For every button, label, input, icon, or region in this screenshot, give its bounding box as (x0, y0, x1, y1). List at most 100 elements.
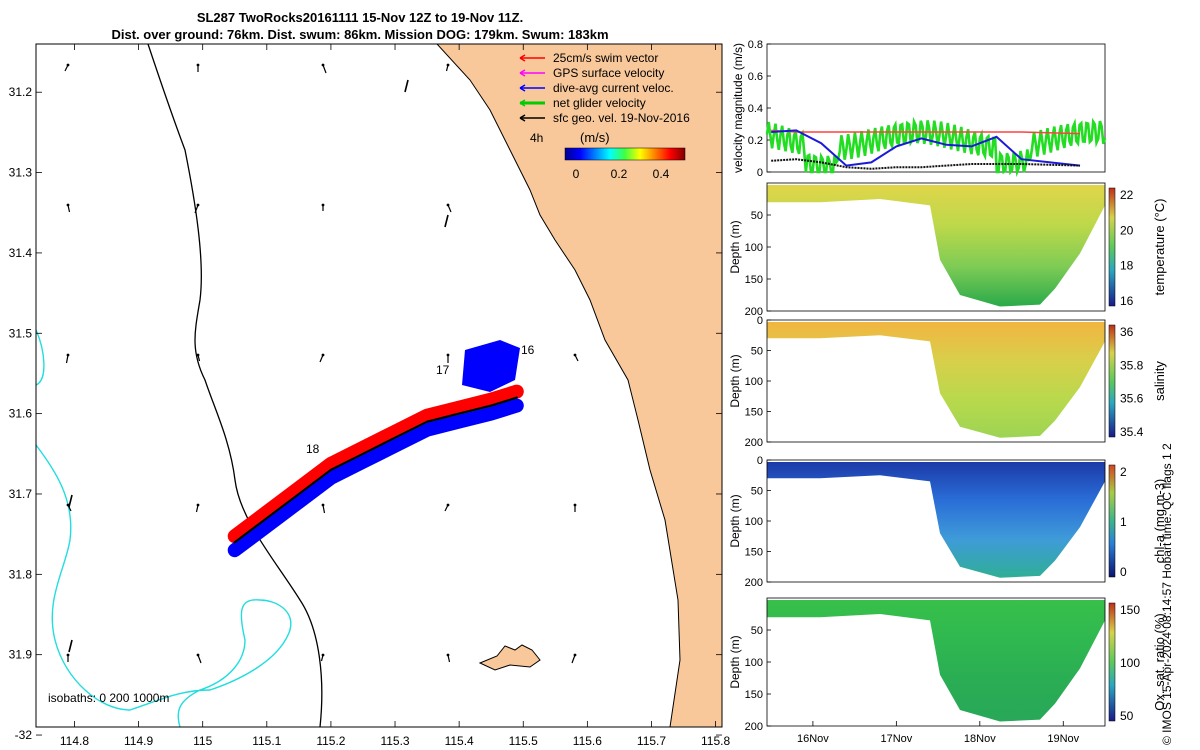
map-xtick-label: 115.3 (380, 734, 409, 748)
surface-velocity-arrow (320, 653, 325, 662)
net-glider-velocity-line (765, 116, 1107, 178)
map-ytick-label: 31.8 (9, 567, 33, 581)
section-colorbar-tick: 35.8 (1120, 358, 1144, 372)
surface-velocity-arrow (404, 79, 409, 93)
time-tick-label: 17Nov (880, 733, 912, 745)
section-field (767, 322, 1105, 438)
map-frame (35, 43, 723, 728)
section-field (767, 462, 1105, 578)
glider-track (227, 340, 524, 558)
imos-stamp: © IMOS 15-Apr-2024 08:14:57 Hobart time.… (1160, 443, 1174, 745)
section-chla: 0 50 100 150 200 Depth (m) 0 1 2 chl-a (mg m-3) (728, 455, 1167, 589)
surface-velocity-arrow (446, 353, 450, 363)
section-colorbar-tick: 50 (1120, 709, 1134, 723)
surface-velocity-arrow (573, 503, 577, 512)
section-colorbar-label: temperature (°C) (1152, 199, 1167, 296)
day-label-16: 16 (521, 343, 535, 357)
surface-velocity-arrow (321, 503, 326, 514)
section-ylabel: Depth (m) (728, 354, 742, 407)
section-ytick-label: 200 (745, 577, 763, 589)
section-colorbar-tick: 0 (1120, 565, 1127, 579)
swim-vector-band (227, 384, 524, 544)
velocity-panel-frame (766, 43, 1106, 173)
section-ytick-label: 200 (745, 721, 763, 733)
section-colorbar-label: salinity (1152, 361, 1167, 401)
velocity-ylabel: velocity magnitude (m/s) (731, 43, 745, 173)
section-ytick-label: 150 (745, 274, 763, 286)
section-ytick-label: 100 (745, 376, 763, 388)
section-oxygen: 50 100 150 200 Depth (m) 50 100 150 Ox. sat. rat… (728, 597, 1167, 733)
section-colorbar-tick: 36 (1120, 325, 1134, 339)
velocity-ytick-label: 0.8 (748, 39, 763, 51)
section-ytick-label: 50 (751, 486, 763, 498)
section-colorbar-tick: 16 (1120, 294, 1134, 308)
velocity-ytick-label: 0 (757, 167, 763, 179)
velocity-ytick-label: 0.4 (748, 103, 763, 115)
map-ytick-label: 31.9 (9, 648, 33, 662)
map-xtick-label: 115.2 (316, 734, 345, 748)
section-field (767, 185, 1105, 307)
section-ytick-label: 100 (745, 657, 763, 669)
map-xtick-label: 115.8 (701, 734, 730, 748)
map-ytick-label: 31.4 (9, 246, 33, 260)
surface-velocity-arrow (196, 353, 201, 362)
surface-velocity-arrow (68, 494, 73, 508)
section-salinity: 0 50 100 150 200 Depth (m) 35.4 35.6 35.8 36 salin… (728, 315, 1167, 449)
section-colorbar (1108, 324, 1116, 438)
surface-velocity-arrow (321, 63, 327, 74)
map-xtick-label: 115.1 (252, 734, 281, 748)
section-ylabel: Depth (m) (728, 220, 742, 273)
section-colorbar-tick: 2 (1120, 465, 1127, 479)
surface-velocity-arrow (573, 353, 579, 362)
surface-velocity-arrow (196, 63, 200, 72)
map-xtick-label: 115.7 (637, 734, 666, 748)
map-ytick-label: 31.7 (9, 487, 33, 501)
surface-velocity-arrow (446, 653, 451, 663)
map-xtick-label: 115.5 (509, 734, 538, 748)
colorbar-time-label: 4h (530, 131, 543, 145)
map-ytick-label: 31.5 (9, 326, 33, 340)
surface-velocity-arrow (319, 353, 325, 363)
surface-velocity-arrow (194, 203, 200, 214)
section-colorbar-tick: 22 (1120, 188, 1134, 202)
surface-velocity-arrows (64, 63, 579, 664)
legend-label: GPS surface velocity (553, 66, 664, 80)
section-ytick-label: 50 (751, 210, 763, 222)
colorbar-unit-label: (m/s) (580, 130, 610, 145)
velocity-line (771, 129, 1081, 167)
isobaths-label: isobaths: 0 200 1000m (48, 691, 169, 705)
surface-velocity-arrow (444, 214, 449, 228)
section-colorbar (1108, 464, 1116, 578)
section-ytick-label: 150 (745, 407, 763, 419)
velocity-line (771, 129, 1081, 135)
surface-velocity-arrow (195, 503, 200, 513)
surface-velocity-arrow (571, 653, 577, 664)
colorbar-tick-0: 0 (573, 167, 580, 181)
time-tick-label: 16Nov (797, 733, 829, 745)
legend-arrowhead (519, 54, 526, 62)
colorbar-tick-1: 0.2 (611, 167, 628, 181)
isobath-200m (147, 44, 323, 727)
velocity-ytick-label: 0.2 (748, 135, 763, 147)
legend-arrowhead (519, 114, 526, 122)
section-colorbar-tick: 1 (1120, 515, 1127, 529)
map-x-axis: 114.8 114.9 115 115.1 115.2 115.3 115.4 115.5 11… (60, 44, 730, 748)
section-ytick-label: 50 (751, 346, 763, 358)
velocity-ytick-label: 0.6 (748, 71, 763, 83)
section-ytick-label: 100 (745, 242, 763, 254)
section-ytick-label: 200 (745, 437, 763, 449)
time-axis: 16Nov 17Nov 18Nov 19Nov (797, 721, 1080, 745)
section-ytick-label: 150 (745, 689, 763, 701)
legend-arrowhead (519, 84, 526, 92)
section-colorbar (1108, 602, 1116, 722)
legend-label: 25cm/s swim vector (553, 51, 658, 65)
section-colorbar-tick: 100 (1120, 656, 1140, 670)
land-area (436, 44, 722, 727)
section-ytick-label: 0 (757, 455, 763, 467)
section-ytick-label: 0 (757, 315, 763, 327)
surface-velocity-arrow (66, 653, 70, 662)
island (478, 644, 541, 671)
surface-velocity-arrow (321, 203, 325, 211)
map-y-axis: 31.2 31.3 31.4 31.5 31.6 31.7 31.8 31.9 -32 (9, 85, 722, 742)
